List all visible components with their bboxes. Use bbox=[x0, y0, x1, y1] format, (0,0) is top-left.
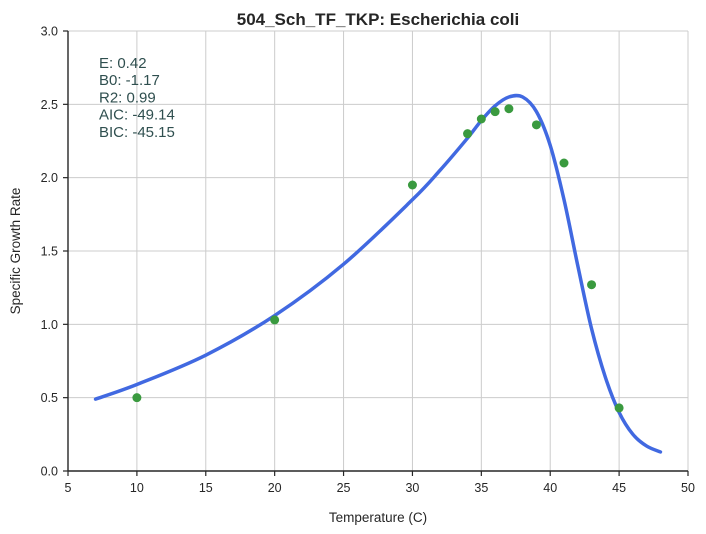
data-point bbox=[531, 120, 541, 130]
y-tick-label: 3.0 bbox=[41, 25, 58, 39]
grid bbox=[67, 30, 689, 472]
fit-stat-line: AIC: -49.14 bbox=[99, 107, 175, 124]
data-point bbox=[559, 158, 569, 168]
data-points-layer bbox=[132, 104, 624, 413]
axes bbox=[63, 30, 689, 476]
x-tick-label: 40 bbox=[543, 481, 557, 495]
data-point bbox=[614, 403, 624, 413]
y-tick-label: 0.5 bbox=[41, 391, 58, 405]
data-point bbox=[463, 129, 473, 139]
data-point bbox=[270, 315, 280, 325]
y-tick-label: 1.5 bbox=[41, 245, 58, 259]
y-tick-label: 2.5 bbox=[41, 98, 58, 112]
data-point bbox=[476, 114, 486, 124]
y-tick-label: 1.0 bbox=[41, 318, 58, 332]
x-tick-label: 5 bbox=[65, 481, 72, 495]
fit-curve bbox=[93, 93, 663, 454]
x-tick-label: 15 bbox=[199, 481, 213, 495]
y-tick-label: 2.0 bbox=[41, 171, 58, 185]
fit-stat-line: B0: -1.17 bbox=[99, 72, 160, 89]
data-point bbox=[132, 393, 142, 403]
fit-stat-line: E: 0.42 bbox=[99, 55, 147, 72]
x-tick-label: 50 bbox=[681, 481, 695, 495]
x-tick-label: 30 bbox=[405, 481, 419, 495]
data-point bbox=[587, 280, 597, 290]
fit-curve-layer bbox=[93, 93, 663, 454]
tick-labels: 5 10 15 20 25 30 35 40 45 50 0.0 0.5 1.0 1.5 2.0 2.5 3.0 bbox=[41, 25, 695, 496]
x-axis-label: Temperature (C) bbox=[329, 510, 427, 525]
data-point bbox=[407, 180, 417, 190]
x-tick-label: 10 bbox=[130, 481, 144, 495]
x-tick-label: 25 bbox=[337, 481, 351, 495]
y-axis-label: Specific Growth Rate bbox=[8, 188, 23, 315]
x-tick-label: 35 bbox=[474, 481, 488, 495]
data-point bbox=[490, 107, 500, 117]
fit-stat-line: R2: 0.99 bbox=[99, 89, 156, 106]
y-tick-label: 0.0 bbox=[41, 465, 58, 479]
x-tick-label: 20 bbox=[268, 481, 282, 495]
fit-stat-line: BIC: -45.15 bbox=[99, 124, 175, 141]
x-tick-label: 45 bbox=[612, 481, 626, 495]
data-point bbox=[504, 104, 514, 114]
chart-title: 504_Sch_TF_TKP: Escherichia coli bbox=[237, 10, 520, 29]
